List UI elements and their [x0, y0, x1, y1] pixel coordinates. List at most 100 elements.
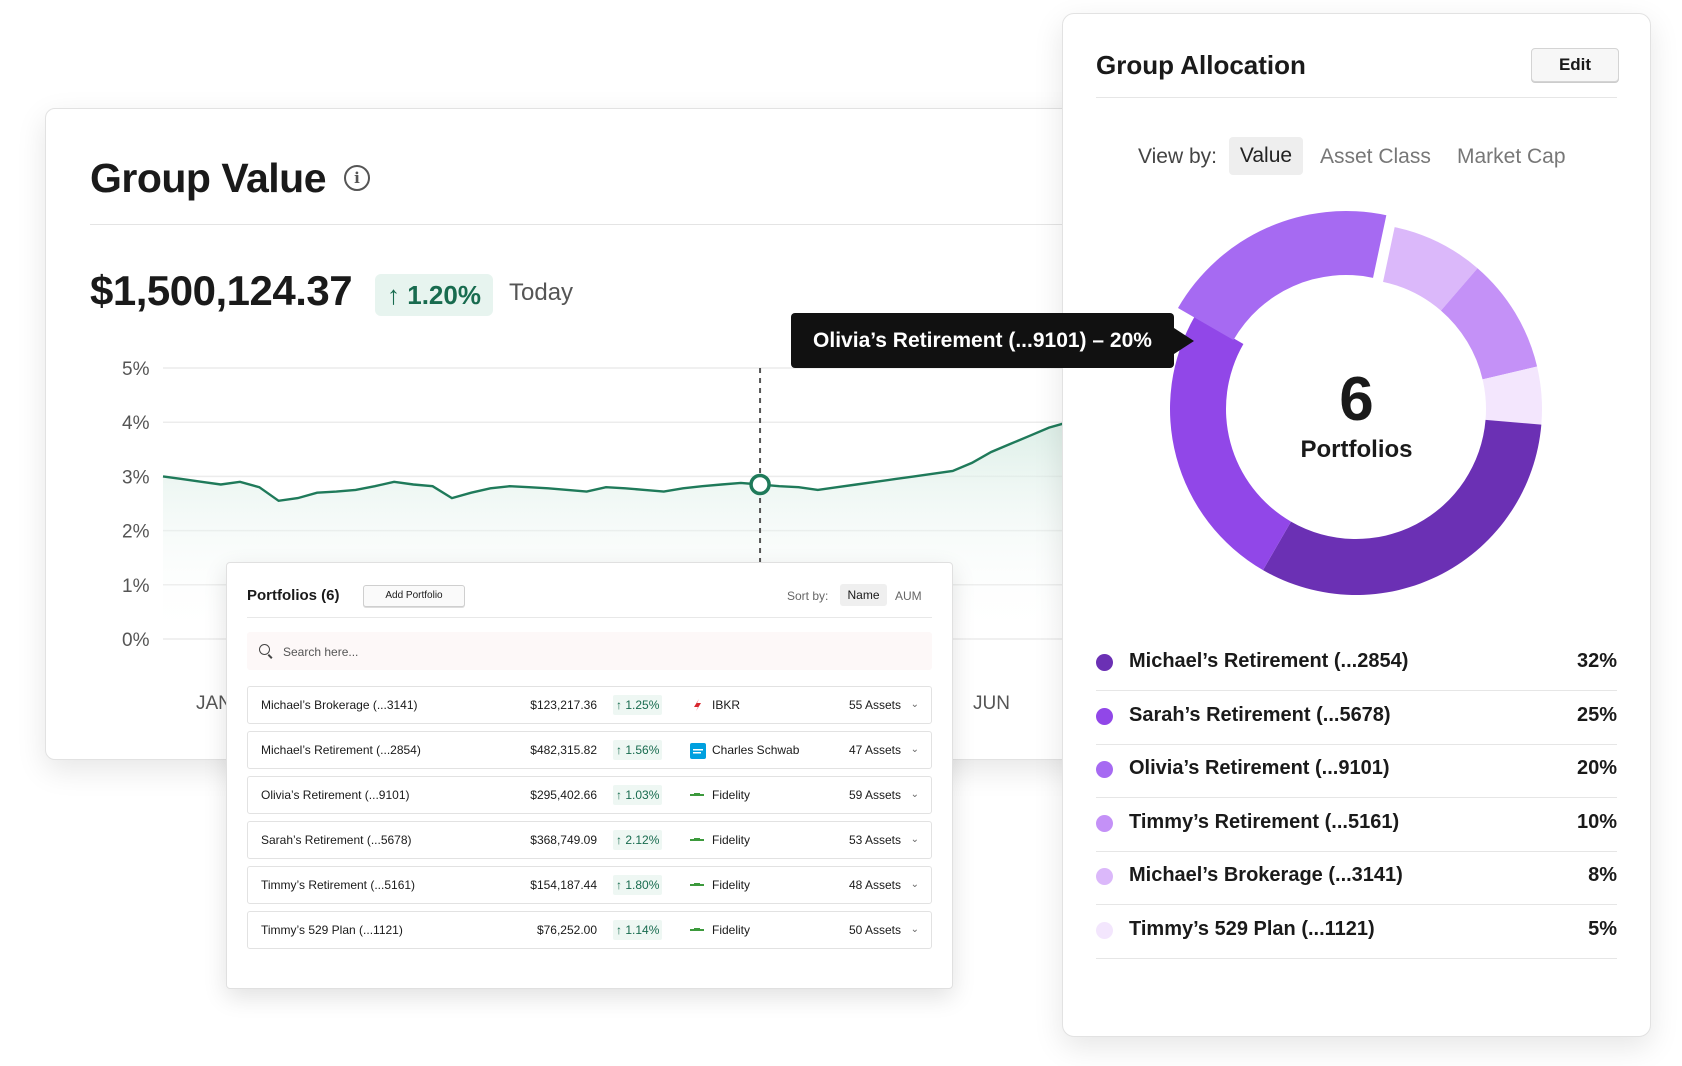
allocation-legend-item[interactable]: Michael’s Retirement (...2854) 32%	[1096, 636, 1617, 691]
allocation-percent: 25%	[1576, 703, 1617, 726]
allocation-legend-item[interactable]: Sarah’s Retirement (...5678) 25%	[1096, 690, 1617, 745]
allocation-name: Timmy’s Retirement (...5161)	[1129, 810, 1400, 833]
portfolio-name: Michael’s Brokerage (...3141)	[261, 698, 418, 712]
allocation-name: Olivia’s Retirement (...9101)	[1129, 757, 1390, 779]
portfolios-title: Portfolios (6)	[247, 587, 340, 604]
portfolio-broker: Fidelity	[712, 833, 751, 847]
portfolio-value: $482,315.82	[530, 743, 597, 757]
allocation-percent: 10%	[1576, 810, 1617, 833]
add-portfolio-button[interactable]: Add Portfolio	[363, 585, 465, 607]
allocation-name: Michael’s Retirement (...2854)	[1129, 650, 1409, 672]
info-icon[interactable]: i	[344, 165, 370, 191]
search-box[interactable]	[247, 632, 932, 672]
portfolio-value: $154,187.44	[530, 878, 597, 892]
portfolio-assets: 53 Assets	[848, 833, 901, 847]
chevron-down-icon[interactable]: ⌄	[910, 699, 919, 710]
group-allocation-card: Group Allocation Edit View by: Value Ass…	[1062, 13, 1651, 1037]
allocation-legend-item[interactable]: Olivia’s Retirement (...9101) 20%	[1096, 743, 1617, 798]
group-allocation-title: Group Allocation	[1096, 50, 1306, 80]
portfolio-assets: 50 Assets	[848, 923, 901, 937]
tab-market-cap[interactable]: Market Cap	[1457, 145, 1566, 168]
portfolio-row[interactable]: Sarah’s Retirement (...5678) $368,749.09 ↑…	[247, 821, 932, 859]
portfolio-name: Michael’s Retirement (...2854)	[261, 743, 421, 757]
tab-value[interactable]: Value	[1229, 137, 1303, 175]
search-icon	[259, 644, 270, 655]
portfolio-broker: Fidelity	[712, 923, 751, 937]
chevron-down-icon[interactable]: ⌄	[910, 789, 919, 800]
portfolio-change: ↑ 1.03%	[613, 785, 663, 805]
y-tick-label: 0%	[122, 630, 150, 651]
donut-slice[interactable]	[1263, 419, 1542, 596]
portfolio-value: $295,402.66	[530, 788, 597, 802]
legend-color-dot	[1096, 707, 1113, 725]
portfolios-card: Portfolios (6) Add Portfolio Sort by: Na…	[226, 562, 953, 989]
broker-logo-icon	[690, 788, 704, 802]
divider	[247, 617, 932, 618]
edit-button[interactable]: Edit	[1531, 48, 1619, 82]
group-value-change-badge: ↑ 1.20%	[375, 274, 493, 316]
portfolio-row[interactable]: Michael’s Retirement (...2854) $482,315.8…	[247, 731, 932, 769]
allocation-legend-item[interactable]: Michael’s Brokerage (...3141) 8%	[1096, 850, 1617, 905]
chevron-down-icon[interactable]: ⌄	[910, 744, 919, 755]
donut-slice[interactable]	[1170, 316, 1291, 571]
tab-asset-class[interactable]: Asset Class	[1320, 145, 1431, 168]
allocation-name: Michael’s Brokerage (...3141)	[1129, 864, 1403, 886]
portfolio-broker: Charles Schwab	[712, 743, 800, 757]
chart-highlight-point[interactable]	[749, 473, 771, 496]
allocation-percent: 32%	[1576, 650, 1617, 672]
portfolio-broker: Fidelity	[712, 878, 751, 892]
allocation-name: Sarah’s Retirement (...5678)	[1129, 703, 1391, 726]
portfolio-name: Olivia’s Retirement (...9101)	[261, 788, 410, 802]
chevron-down-icon[interactable]: ⌄	[910, 834, 919, 845]
portfolio-assets: 55 Assets	[848, 698, 901, 712]
chart-tooltip: Olivia’s Retirement (...9101) – 20%	[791, 313, 1194, 368]
broker-logo-icon	[690, 878, 704, 892]
sort-by-label: Sort by:	[787, 589, 829, 603]
allocation-legend-item[interactable]: Timmy’s 529 Plan (...1121) 5%	[1096, 904, 1617, 959]
chevron-down-icon[interactable]: ⌄	[910, 924, 919, 935]
y-tick-label: 4%	[122, 413, 150, 434]
sort-option-name[interactable]: Name	[840, 584, 887, 606]
donut-slice[interactable]	[1440, 268, 1538, 380]
arrow-up-icon: ↑	[387, 280, 400, 310]
sort-option-aum[interactable]: AUM	[895, 589, 922, 603]
portfolio-change: ↑ 1.80%	[613, 875, 663, 895]
portfolio-name: Sarah’s Retirement (...5678)	[261, 833, 412, 847]
portfolio-change: ↑ 1.14%	[613, 920, 663, 940]
allocation-name: Timmy’s 529 Plan (...1121)	[1129, 917, 1375, 940]
portfolio-row[interactable]: Timmy’s 529 Plan (...1121) $76,252.00 ↑ 1.…	[247, 911, 932, 949]
portfolio-row[interactable]: Michael’s Brokerage (...3141) $123,217.36…	[247, 686, 932, 724]
group-value-title: Group Value	[90, 155, 327, 201]
broker-logo-icon	[690, 923, 704, 937]
divider	[1096, 97, 1617, 98]
portfolio-assets: 47 Assets	[848, 743, 901, 757]
portfolio-change: ↑ 2.12%	[613, 830, 663, 850]
portfolio-count-label: Portfolios	[1300, 436, 1413, 463]
search-input[interactable]	[281, 632, 885, 672]
group-value-period: Today	[509, 279, 574, 306]
allocation-percent: 20%	[1576, 757, 1617, 779]
portfolio-name: Timmy’s 529 Plan (...1121)	[261, 923, 403, 937]
view-by-label: View by:	[1138, 145, 1217, 168]
donut-slice[interactable]	[1482, 366, 1542, 425]
portfolio-broker: Fidelity	[712, 788, 751, 802]
portfolio-row[interactable]: Olivia’s Retirement (...9101) $295,402.66…	[247, 776, 932, 814]
broker-logo-icon	[690, 833, 704, 847]
x-tick-label: JUN	[973, 693, 1010, 714]
y-tick-label: 2%	[122, 522, 150, 543]
divider	[90, 224, 1126, 225]
portfolio-value: $368,749.09	[530, 833, 597, 847]
y-tick-label: 5%	[122, 359, 150, 380]
donut-slice[interactable]	[1383, 227, 1478, 311]
portfolio-count: 6	[1339, 365, 1374, 434]
allocation-legend-item[interactable]: Timmy’s Retirement (...5161) 10%	[1096, 797, 1617, 852]
y-tick-label: 3%	[122, 467, 150, 488]
legend-color-dot	[1096, 761, 1113, 778]
portfolio-row[interactable]: Timmy’s Retirement (...5161) $154,187.44 ↑…	[247, 866, 932, 904]
allocation-donut-chart[interactable]	[1063, 14, 1650, 634]
legend-color-dot	[1096, 868, 1113, 885]
chevron-down-icon[interactable]: ⌄	[910, 879, 919, 890]
group-value-amount: $1,500,124.37	[90, 267, 353, 314]
portfolio-value: $76,252.00	[536, 923, 597, 937]
donut-slice[interactable]	[1177, 210, 1387, 340]
